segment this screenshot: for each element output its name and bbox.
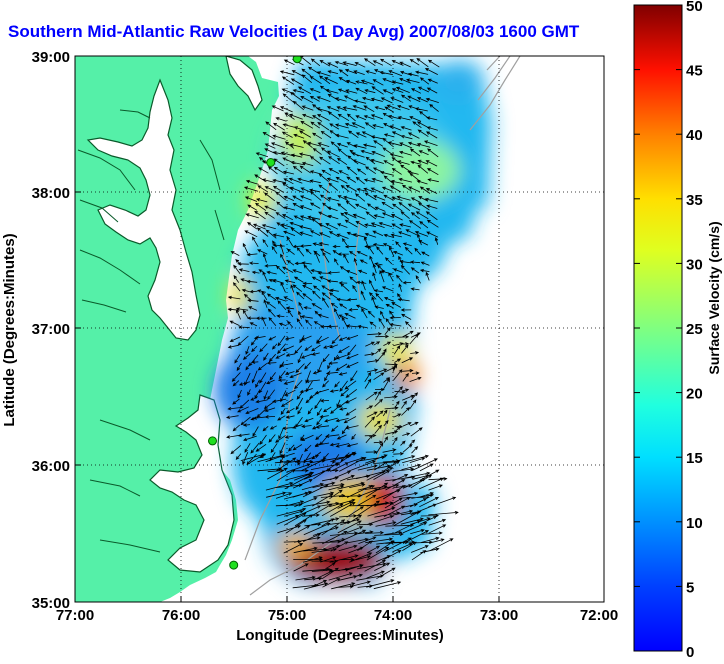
colorbar-tick-label: 25: [686, 321, 703, 338]
station-markers: [208, 56, 302, 570]
axes-frame: [74, 55, 605, 603]
x-tick-label: 75:00: [268, 607, 306, 624]
y-tick-label: 36:00: [32, 458, 70, 475]
colorbar-tick-label: 40: [686, 127, 703, 144]
x-tick-label: 77:00: [56, 607, 94, 624]
colorbar-label: Surface Velocity (cm/s): [706, 221, 722, 374]
grid-lines: [75, 56, 604, 602]
colorbar-tick-label: 30: [686, 256, 703, 273]
colorbar: [633, 4, 683, 652]
vector-arrows-path: [225, 56, 459, 590]
x-tick-label: 76:00: [162, 607, 200, 624]
station-marker-north: [292, 56, 302, 64]
colorbar-tick-label: 20: [686, 386, 703, 403]
colorbar-tick-label: 10: [686, 515, 703, 532]
tick-marks: [74, 55, 605, 603]
colorbar-tick-label: 5: [686, 579, 694, 596]
colorbar-tick-label: 35: [686, 192, 703, 209]
x-tick-label: 72:00: [580, 607, 618, 624]
x-tick-label: 74:00: [374, 607, 412, 624]
colorbar-tick-label: 45: [686, 63, 703, 80]
x-axis-label: Longitude (Degrees:Minutes): [236, 627, 444, 644]
map-title: Southern Mid-Atlantic Raw Velocities (1 …: [8, 22, 580, 41]
station-marker-mid-upper: [266, 158, 276, 167]
y-tick-label: 37:00: [32, 321, 70, 338]
y-tick-label: 39:00: [32, 49, 70, 66]
station-marker-south: [229, 560, 239, 570]
colorbar-tick-label: 0: [686, 644, 694, 659]
y-axis-label: Latitude (Degrees:Minutes): [1, 233, 18, 426]
colorbar-tick-label: 50: [686, 0, 703, 15]
station-marker-mid-lower: [208, 436, 217, 446]
chesapeake-bay: [86, 78, 201, 341]
velocity-vectors: [225, 56, 459, 590]
y-tick-label: 38:00: [32, 185, 70, 202]
colorbar-tick-label: 15: [686, 450, 703, 467]
y-tick-label: 35:00: [32, 595, 70, 612]
delaware-bay: [225, 56, 263, 112]
colorbar-ticks: [634, 4, 682, 652]
x-tick-label: 73:00: [480, 607, 518, 624]
river-lines: [77, 109, 225, 553]
